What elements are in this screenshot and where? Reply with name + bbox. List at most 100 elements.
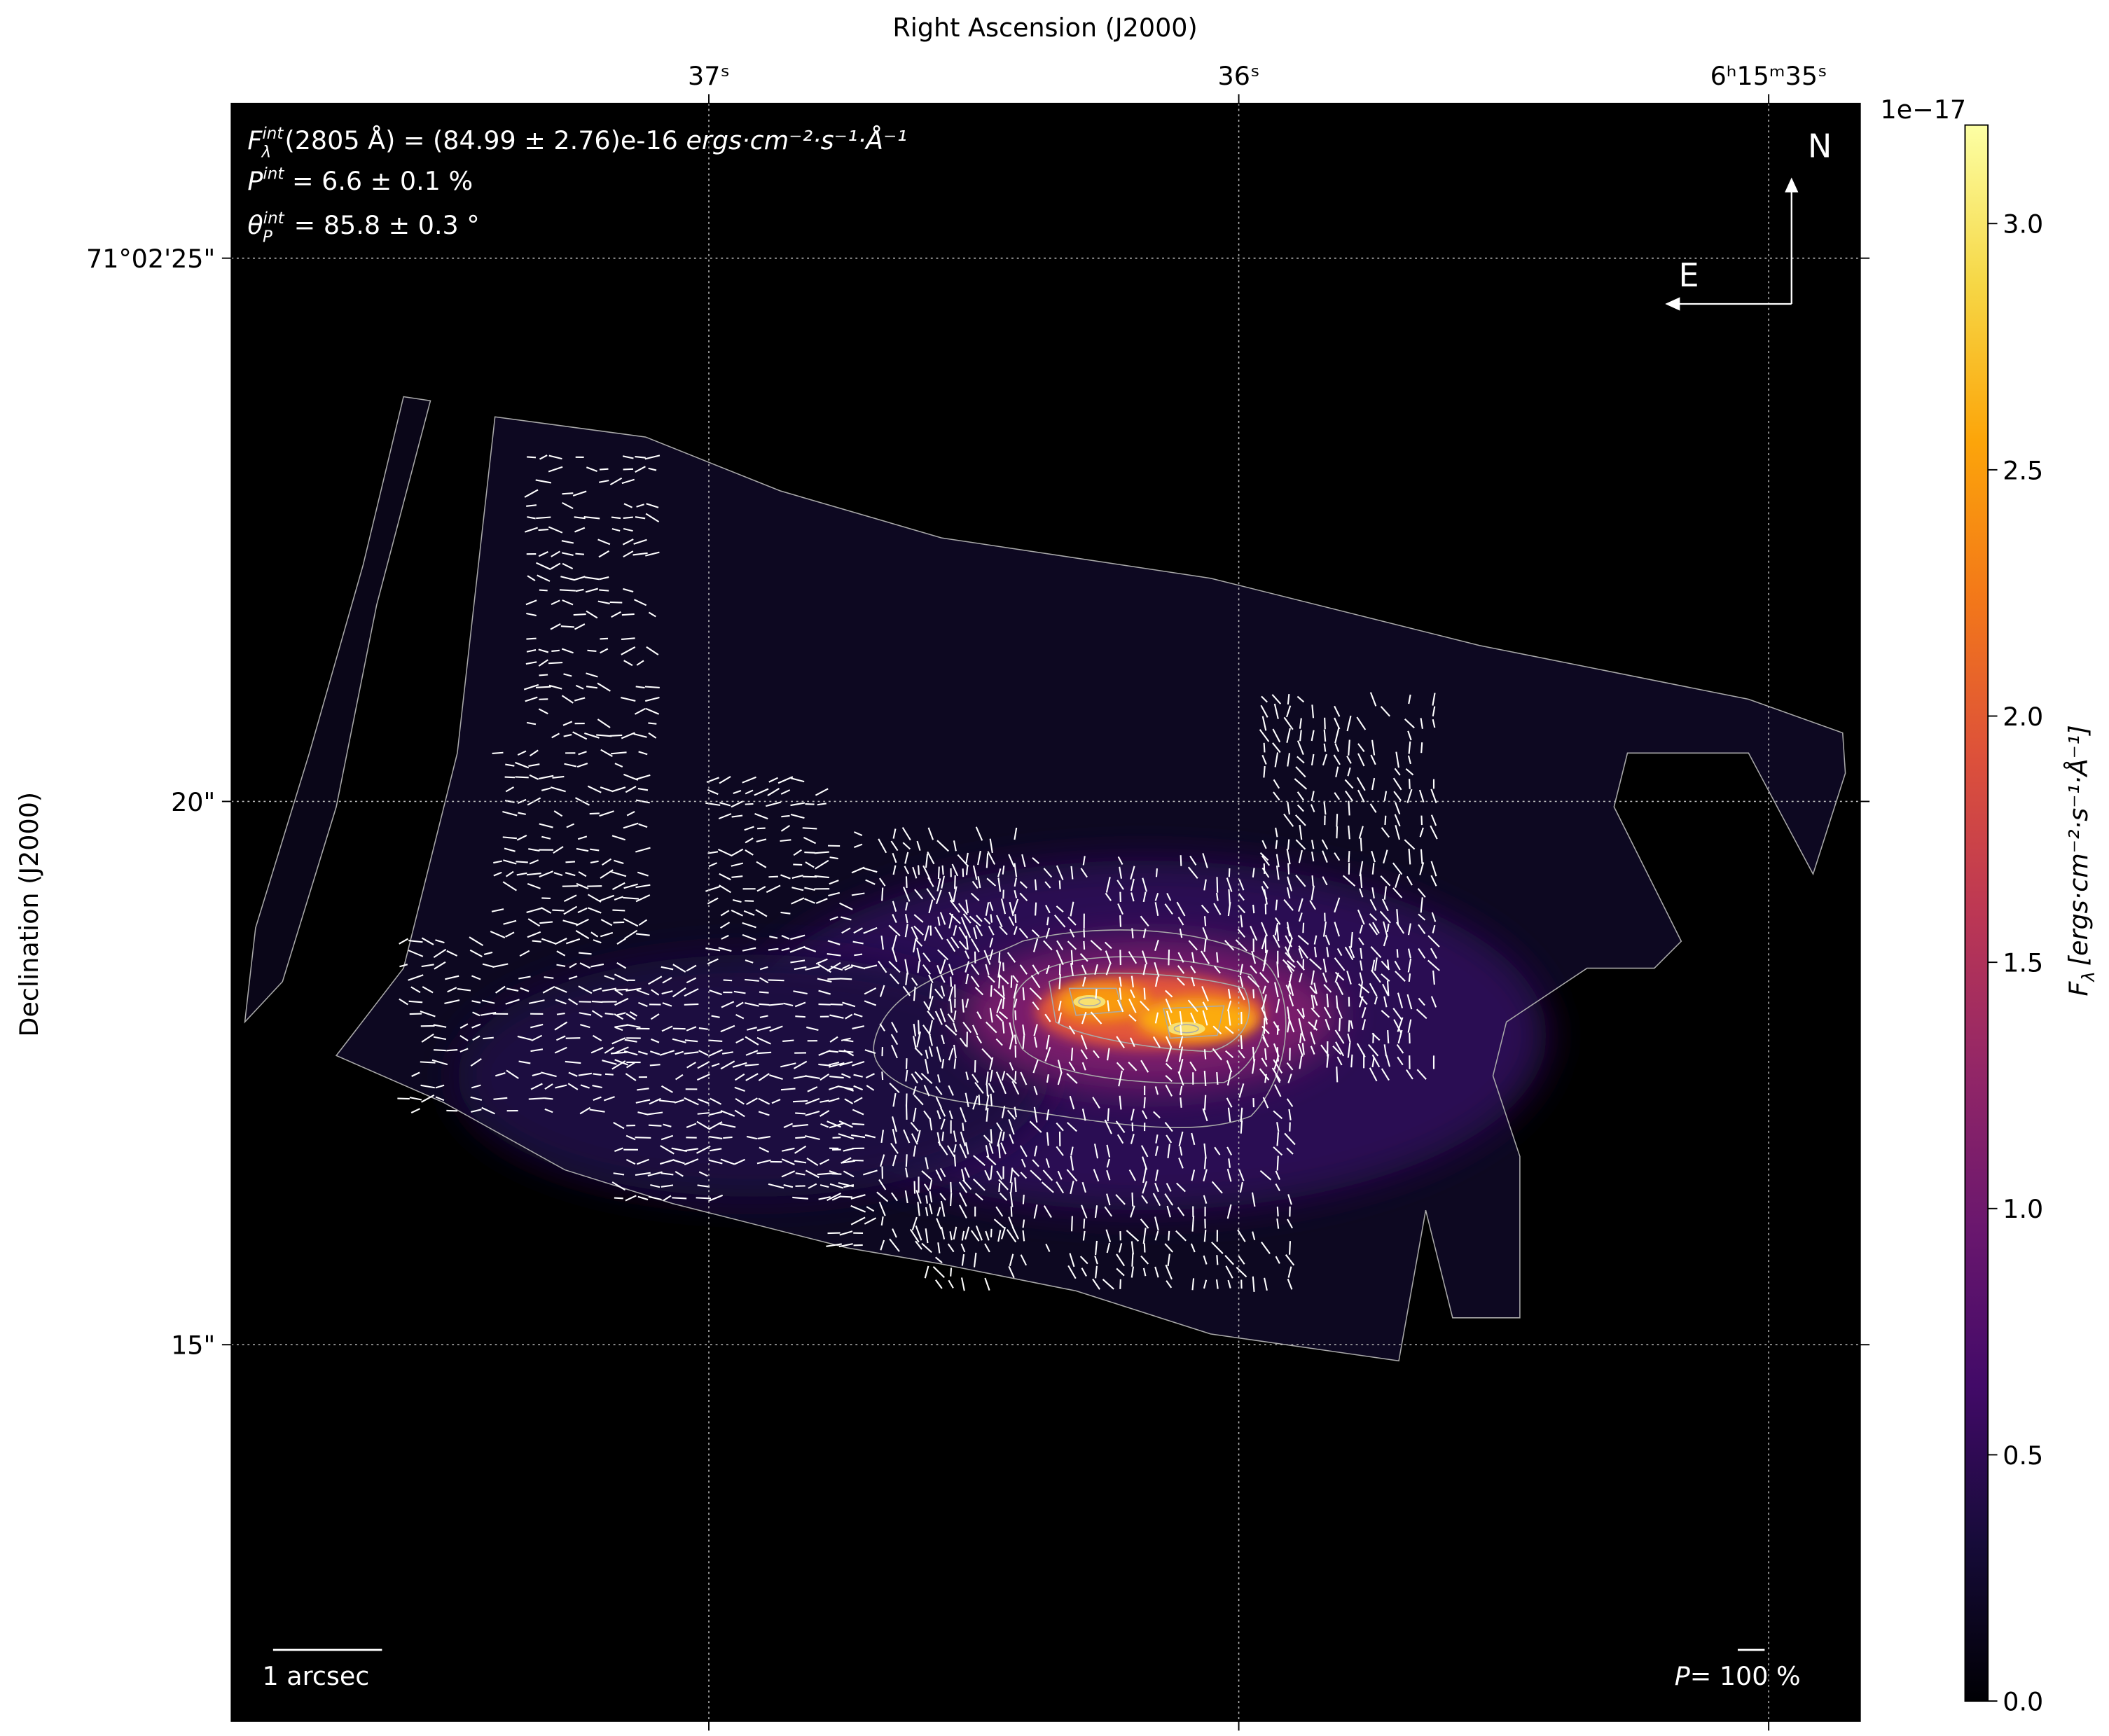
polarization-vector (1356, 716, 1367, 730)
polarization-vector (674, 1099, 684, 1104)
polarization-vector (648, 1195, 662, 1201)
polarization-vector (720, 1025, 735, 1033)
polarization-vector (686, 1026, 697, 1032)
polarization-vector (579, 1012, 592, 1016)
polarization-vector (791, 777, 805, 783)
polarization-vector (1287, 801, 1290, 815)
polarization-vector (1339, 1018, 1341, 1032)
polarization-vector (1000, 1142, 1007, 1155)
polarization-vector (818, 1004, 831, 1006)
polarization-vector (420, 1084, 435, 1089)
polarization-vector (953, 1130, 957, 1142)
polarization-vector (745, 1063, 759, 1067)
polarization-vector (791, 875, 803, 879)
polarization-vector (1008, 916, 1015, 926)
polarization-vector (696, 1145, 711, 1154)
polarization-vector (941, 985, 946, 997)
polarization-vector (963, 922, 971, 938)
polarization-vector (586, 466, 597, 473)
polarization-vector (1187, 866, 1198, 879)
polarization-vector (1298, 898, 1304, 912)
polarization-vector (756, 861, 767, 868)
polarization-vector (842, 964, 850, 970)
polarization-vector (1154, 1169, 1159, 1181)
polarization-vector (892, 914, 897, 923)
polarization-vector (916, 1031, 922, 1048)
polarization-vector (708, 1049, 723, 1057)
polarization-vector (1273, 1021, 1280, 1032)
polarization-vector (921, 1242, 932, 1254)
polarization-vector (421, 1033, 434, 1043)
polarization-vector (989, 937, 994, 948)
polarization-vector (913, 1023, 917, 1036)
polarization-vector (1203, 1071, 1207, 1087)
polarization-vector (435, 1096, 445, 1102)
polarization-vector (1298, 945, 1309, 959)
polarization-vector (1360, 960, 1363, 971)
polarization-vector (555, 999, 567, 1005)
polarization-vector (1177, 1071, 1184, 1086)
polarization-vector (838, 1085, 854, 1090)
polarization-vector (940, 975, 946, 983)
polarization-vector (831, 1195, 842, 1201)
polarization-vector (924, 1265, 929, 1279)
polarization-vector (793, 1060, 808, 1069)
polarization-vector (1165, 1062, 1173, 1070)
polarization-vector (1119, 1095, 1122, 1110)
polarization-vector (915, 1240, 922, 1250)
polarization-vector (1297, 1043, 1304, 1057)
polarization-vector (780, 911, 791, 915)
polarization-vector (502, 836, 517, 840)
polarization-vector (1203, 1255, 1208, 1265)
polarization-vector (1093, 1144, 1099, 1159)
polarization-vector (482, 963, 495, 968)
polarization-vector (1020, 1254, 1028, 1266)
polarization-vector (1056, 940, 1064, 951)
polarization-vector (921, 1170, 932, 1181)
polarization-vector (553, 872, 563, 877)
polarization-vector (817, 803, 827, 806)
polarization-vector (502, 810, 518, 817)
polarization-vector (590, 963, 604, 968)
polarization-vector (686, 1123, 697, 1128)
polarization-vector (829, 1036, 838, 1043)
polarization-vector (892, 1116, 897, 1132)
polarization-vector (759, 1003, 770, 1006)
polarization-vector (1323, 729, 1327, 742)
polarization-vector (1297, 934, 1309, 945)
polarization-vector (1394, 814, 1401, 827)
polarization-vector (1030, 1169, 1042, 1181)
polarization-vector (1282, 959, 1295, 972)
polarization-vector (1295, 874, 1306, 887)
polarization-vector (1371, 1057, 1375, 1068)
polarization-vector (989, 1069, 993, 1082)
polarization-vector (905, 1104, 908, 1120)
polarization-vector (985, 1021, 997, 1034)
polarization-vector (1275, 854, 1280, 868)
polarization-vector (735, 1001, 744, 1008)
polarization-vector (659, 1099, 675, 1103)
polarization-vector (551, 550, 560, 557)
polarization-vector (965, 1071, 969, 1081)
polarization-vector (1225, 1265, 1233, 1279)
polarization-vector (914, 1047, 923, 1056)
polarization-vector (624, 929, 638, 940)
polarization-vector (1287, 839, 1290, 850)
polarization-vector (939, 912, 946, 925)
polarization-vector (611, 1037, 626, 1045)
polarization-vector (1261, 716, 1267, 731)
polarization-vector (635, 516, 646, 520)
polarization-vector (1406, 994, 1413, 1010)
polarization-vector (983, 1134, 992, 1144)
polarization-vector (1107, 1000, 1110, 1012)
polarization-vector (447, 987, 457, 993)
polarization-vector (841, 916, 852, 921)
polarization-vector (927, 851, 935, 865)
polarization-vector (1203, 1143, 1207, 1159)
polarization-vector (1033, 1204, 1038, 1219)
polarization-vector (1046, 1109, 1050, 1120)
polarization-vector (745, 803, 754, 805)
polarization-vector (912, 938, 917, 953)
polarization-vector (742, 922, 756, 929)
polarization-vector (911, 977, 918, 986)
